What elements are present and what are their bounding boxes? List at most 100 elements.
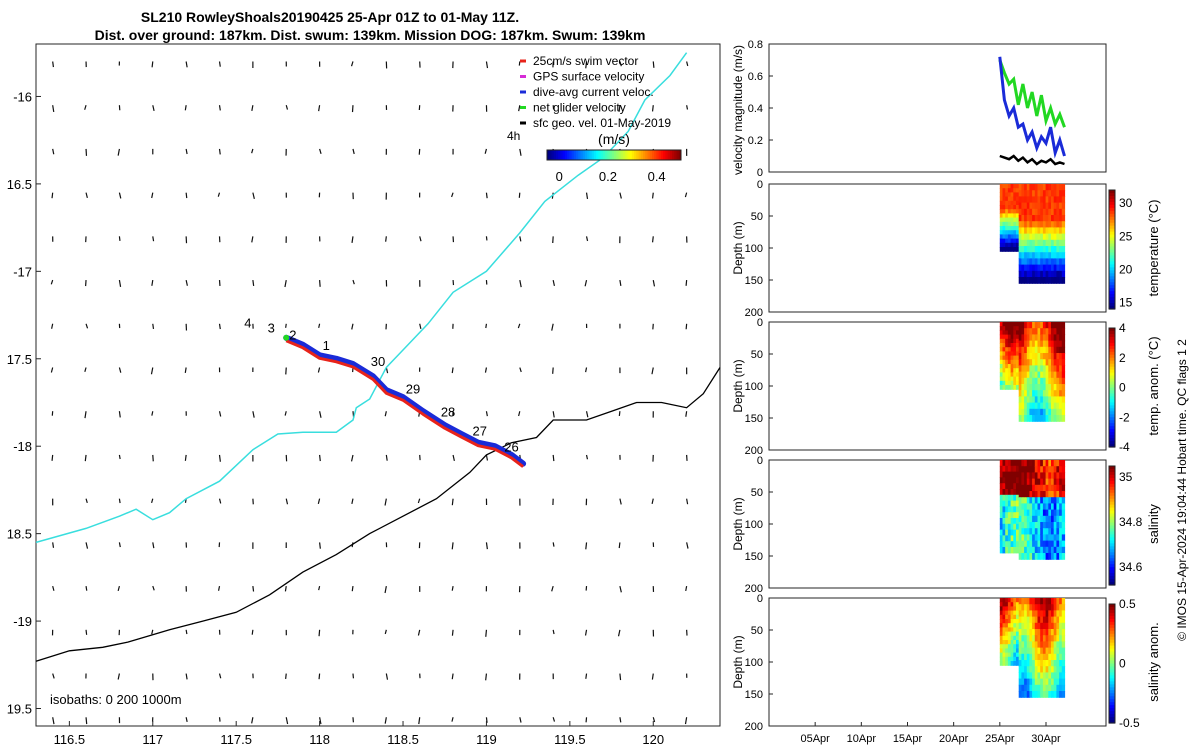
temperature-cell (1032, 258, 1036, 266)
temperature-cell (999, 192, 1004, 198)
temperature-cell (1051, 252, 1055, 259)
temp-anomaly-cell (1018, 384, 1022, 391)
current-vector (252, 586, 255, 592)
salinity-cell (1034, 497, 1039, 504)
salinity-anomaly-cell (1032, 653, 1036, 661)
day-label: 4 (244, 315, 251, 330)
colorbar-tick-label: -4 (1119, 440, 1130, 454)
temperature-cell (1029, 246, 1033, 253)
temp-anomaly-cell (1042, 402, 1047, 410)
day-label: 26 (504, 439, 518, 454)
salinity-cell (1026, 515, 1031, 523)
current-vector (686, 498, 689, 505)
salinity-cell (1037, 491, 1041, 498)
temperature-cell (1002, 188, 1006, 193)
salinity-anomaly-cell (1016, 598, 1020, 603)
current-vector (50, 279, 54, 285)
salinity-cell (1010, 477, 1014, 484)
salinity-cell (1034, 460, 1039, 467)
salinity-cell (1053, 553, 1057, 560)
temperature-cell (1026, 221, 1031, 228)
salinity-cell (1026, 503, 1031, 511)
temp-anomaly-colorbar-cell (1109, 360, 1115, 365)
temperature-cell (1042, 252, 1047, 259)
temperature-colorbar-cell (1109, 288, 1115, 292)
velocity-ytick-label: 0.4 (748, 103, 763, 115)
salinity-anomaly-cell (1029, 672, 1033, 680)
depth-ytick-label: 50 (751, 487, 763, 499)
salinity-cell (1042, 472, 1047, 480)
salinity-anomaly-cell (1040, 598, 1044, 605)
colorbar-cell (582, 150, 586, 160)
temp-anomaly-cell (1059, 353, 1063, 360)
temperature-cell (1002, 247, 1006, 252)
temperature-cell (1029, 277, 1033, 284)
chart-title-line2: Dist. over ground: 187km. Dist. swum: 13… (94, 27, 646, 43)
colorbar-tick-label: 0.5 (1119, 597, 1136, 611)
temp-anomaly-cell (1056, 415, 1060, 422)
temp-anomaly-cell (1016, 376, 1020, 382)
salinity-anomaly-cell (1042, 666, 1047, 673)
temp-anomaly-cell (1024, 384, 1028, 391)
salinity-anomaly-cell (1002, 640, 1006, 645)
salinity-cell (1007, 460, 1012, 467)
salinity-anomaly-cell (1026, 641, 1031, 649)
temp-anomaly-cell (1026, 408, 1031, 416)
salinity-cell (1029, 509, 1033, 517)
colorbar-cell (564, 150, 568, 160)
day-label: 2 (289, 328, 296, 343)
temperature-cell (1002, 230, 1006, 235)
salinity-cell (1061, 466, 1066, 473)
salinity-anomaly-cell (999, 619, 1004, 624)
salinity-cell (1007, 465, 1012, 473)
current-vector (485, 61, 489, 69)
current-vector (85, 542, 89, 549)
salinity-cell (1002, 489, 1006, 496)
salinity-cell (1061, 553, 1066, 560)
salinity-cell (1002, 494, 1006, 502)
salinity-anomaly-cell (1051, 616, 1055, 624)
temperature-cell (1002, 205, 1006, 210)
colorbar-cell (636, 150, 640, 160)
salinity-anomaly-cell (1005, 656, 1009, 662)
salinity-cell (1013, 518, 1017, 525)
salinity-cell (999, 506, 1004, 513)
salinity-anomaly-cell (1048, 635, 1052, 642)
salinity-anomaly-cell (1026, 610, 1031, 618)
salinity-anomaly-colorbar-cell (1109, 660, 1115, 665)
temp-anomaly-cell (999, 372, 1004, 378)
current-vector (150, 367, 154, 375)
salinity-anomaly-cell (1048, 622, 1052, 630)
salinity-anomaly-cell (1002, 644, 1006, 649)
salinity-anomaly-cell (1024, 660, 1028, 667)
temperature-cell (1013, 205, 1017, 210)
temp-anomaly-colorbar-cell (1109, 429, 1115, 433)
salinity-anomaly-cell (1016, 661, 1020, 666)
temp-anomaly-cell (1034, 353, 1039, 360)
temperature-cell (1053, 190, 1057, 197)
salinity-colorbar-cell (1109, 501, 1115, 506)
temp-anomaly-cell (1045, 377, 1049, 385)
salinity-cell (1018, 491, 1022, 498)
map-ytick-label: -19 (13, 614, 32, 629)
current-vector (518, 192, 521, 198)
current-vector (552, 411, 555, 418)
temperature-cell (1032, 202, 1036, 210)
salinity-anomaly-cell (1042, 660, 1047, 667)
salinity-anomaly-cell (1056, 641, 1060, 649)
salinity-anomaly-cell (1010, 644, 1014, 649)
temperature-cell (1016, 238, 1020, 244)
temperature-cell (1056, 239, 1060, 247)
colorbar-tick-label: 0 (1119, 381, 1126, 395)
current-vector (651, 367, 654, 375)
salinity-cell (1010, 523, 1014, 531)
temperature-cell (1026, 227, 1031, 235)
colorbar-tick-label: 0.4 (648, 169, 666, 184)
current-vector (218, 454, 221, 462)
temp-anomaly-cell (1021, 334, 1025, 342)
temperature-cell (1016, 188, 1020, 193)
temp-anomaly-cell (1045, 408, 1049, 416)
temperature-cell (1018, 264, 1022, 272)
salinity-anomaly-cell (1013, 623, 1017, 628)
salinity-cell (1056, 546, 1060, 554)
